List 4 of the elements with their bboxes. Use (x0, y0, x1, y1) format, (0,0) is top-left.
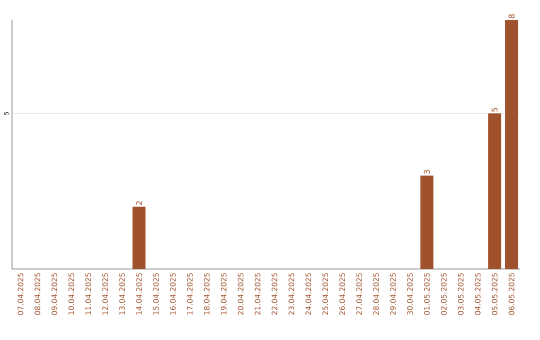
bar (132, 206, 146, 269)
bar (488, 113, 502, 269)
bar (420, 176, 434, 269)
bar (505, 20, 518, 269)
